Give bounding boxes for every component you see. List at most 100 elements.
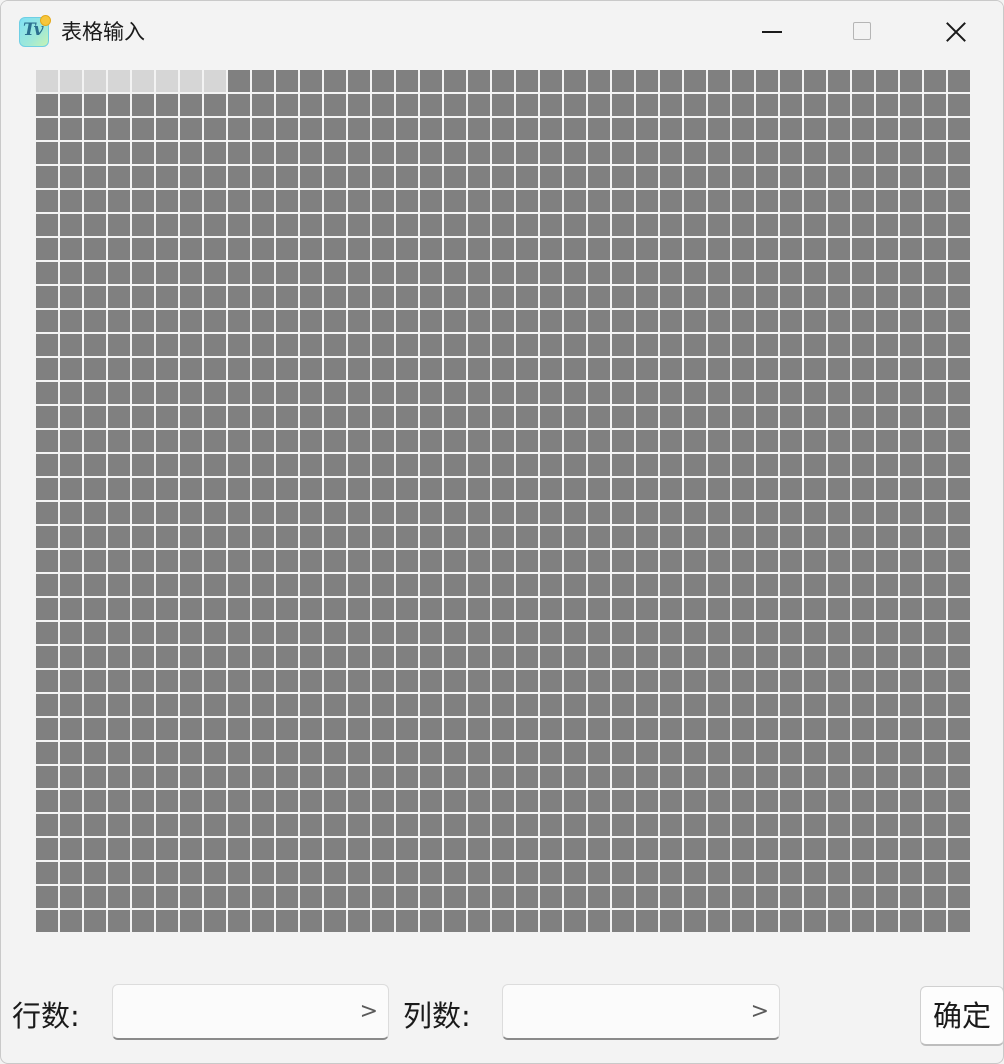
grid-cell[interactable] <box>60 238 82 260</box>
grid-cell[interactable] <box>252 454 274 476</box>
grid-cell[interactable] <box>372 598 394 620</box>
grid-cell[interactable] <box>756 190 778 212</box>
grid-cell[interactable] <box>684 766 706 788</box>
grid-cell[interactable] <box>948 238 970 260</box>
grid-cell[interactable] <box>540 886 562 908</box>
grid-cell[interactable] <box>636 622 658 644</box>
grid-cell[interactable] <box>876 478 898 500</box>
grid-cell[interactable] <box>60 358 82 380</box>
grid-cell[interactable] <box>468 550 490 572</box>
grid-cell[interactable] <box>372 166 394 188</box>
grid-cell[interactable] <box>324 382 346 404</box>
grid-cell[interactable] <box>660 598 682 620</box>
grid-cell[interactable] <box>372 454 394 476</box>
grid-cell[interactable] <box>924 190 946 212</box>
grid-cell[interactable] <box>540 310 562 332</box>
grid-cell[interactable] <box>876 838 898 860</box>
grid-cell[interactable] <box>84 94 106 116</box>
grid-cell[interactable] <box>84 670 106 692</box>
grid-cell[interactable] <box>876 382 898 404</box>
grid-cell[interactable] <box>588 766 610 788</box>
grid-cell[interactable] <box>156 694 178 716</box>
grid-cell[interactable] <box>780 886 802 908</box>
grid-cell[interactable] <box>252 262 274 284</box>
grid-cell[interactable] <box>276 358 298 380</box>
grid-cell[interactable] <box>324 622 346 644</box>
grid-cell[interactable] <box>396 814 418 836</box>
grid-cell[interactable] <box>828 238 850 260</box>
grid-cell[interactable] <box>36 646 58 668</box>
grid-cell[interactable] <box>540 94 562 116</box>
grid-cell[interactable] <box>324 334 346 356</box>
grid-cell[interactable] <box>876 358 898 380</box>
grid-cell[interactable] <box>708 406 730 428</box>
grid-cell[interactable] <box>612 910 634 932</box>
grid-cell[interactable] <box>636 214 658 236</box>
grid-cell[interactable] <box>756 454 778 476</box>
grid-cell[interactable] <box>876 262 898 284</box>
grid-cell[interactable] <box>852 502 874 524</box>
grid-cell[interactable] <box>588 286 610 308</box>
grid-cell[interactable] <box>804 670 826 692</box>
grid-cell[interactable] <box>444 670 466 692</box>
grid-cell[interactable] <box>564 550 586 572</box>
grid-cell[interactable] <box>876 910 898 932</box>
grid-cell[interactable] <box>660 670 682 692</box>
grid-cell[interactable] <box>708 70 730 92</box>
grid-cell[interactable] <box>948 118 970 140</box>
grid-cell[interactable] <box>948 358 970 380</box>
grid-cell[interactable] <box>396 718 418 740</box>
grid-cell[interactable] <box>948 598 970 620</box>
grid-cell[interactable] <box>540 550 562 572</box>
grid-cell[interactable] <box>36 694 58 716</box>
grid-cell[interactable] <box>684 622 706 644</box>
grid-cell[interactable] <box>828 358 850 380</box>
grid-cell[interactable] <box>156 238 178 260</box>
grid-cell[interactable] <box>612 814 634 836</box>
grid-cell[interactable] <box>156 550 178 572</box>
grid-cell[interactable] <box>132 454 154 476</box>
grid-cell[interactable] <box>468 238 490 260</box>
grid-cell[interactable] <box>852 862 874 884</box>
grid-cell[interactable] <box>900 118 922 140</box>
grid-cell[interactable] <box>828 286 850 308</box>
grid-cell[interactable] <box>84 142 106 164</box>
grid-cell[interactable] <box>468 862 490 884</box>
grid-cell[interactable] <box>684 262 706 284</box>
grid-cell[interactable] <box>780 118 802 140</box>
grid-cell[interactable] <box>108 334 130 356</box>
grid-cell[interactable] <box>396 622 418 644</box>
grid-cell[interactable] <box>36 334 58 356</box>
grid-cell[interactable] <box>756 382 778 404</box>
grid-cell[interactable] <box>948 262 970 284</box>
grid-cell[interactable] <box>204 166 226 188</box>
grid-cell[interactable] <box>276 526 298 548</box>
grid-cell[interactable] <box>156 646 178 668</box>
grid-cell[interactable] <box>204 334 226 356</box>
grid-cell[interactable] <box>132 478 154 500</box>
grid-cell[interactable] <box>660 430 682 452</box>
grid-cell[interactable] <box>636 70 658 92</box>
grid-cell[interactable] <box>396 310 418 332</box>
grid-cell[interactable] <box>588 526 610 548</box>
grid-cell[interactable] <box>36 670 58 692</box>
grid-cell[interactable] <box>636 238 658 260</box>
grid-cell[interactable] <box>180 670 202 692</box>
grid-cell[interactable] <box>804 526 826 548</box>
grid-cell[interactable] <box>420 910 442 932</box>
grid-cell[interactable] <box>60 622 82 644</box>
grid-cell[interactable] <box>636 454 658 476</box>
grid-cell[interactable] <box>132 862 154 884</box>
grid-cell[interactable] <box>516 478 538 500</box>
grid-cell[interactable] <box>732 910 754 932</box>
grid-cell[interactable] <box>300 166 322 188</box>
grid-cell[interactable] <box>780 910 802 932</box>
grid-cell[interactable] <box>60 262 82 284</box>
grid-cell[interactable] <box>372 478 394 500</box>
grid-cell[interactable] <box>36 358 58 380</box>
grid-cell[interactable] <box>60 166 82 188</box>
grid-cell[interactable] <box>348 838 370 860</box>
grid-cell[interactable] <box>420 310 442 332</box>
grid-cell[interactable] <box>348 406 370 428</box>
grid-cell[interactable] <box>276 790 298 812</box>
